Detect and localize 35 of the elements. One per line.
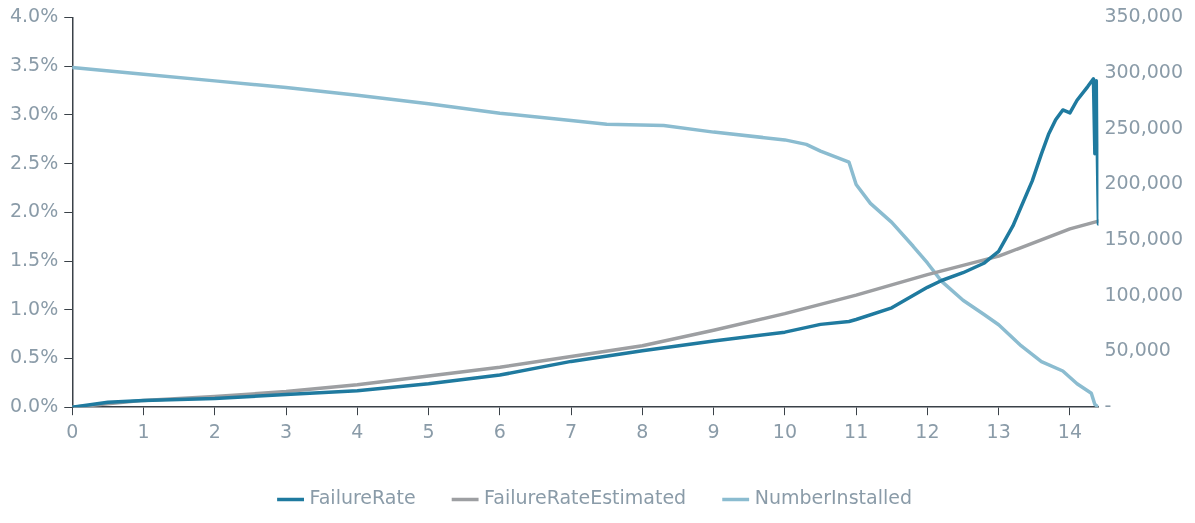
- y-tick-label: 3.0%: [9, 101, 59, 124]
- y-tick-label: 3.5%: [9, 53, 59, 76]
- y2-tick-label: 300,000: [1104, 60, 1184, 83]
- y2-tick-label: 200,000: [1104, 171, 1184, 194]
- x-tick-label: 8: [636, 419, 649, 442]
- y-tick-label: 0.5%: [9, 345, 59, 368]
- x-tick-label: 0: [66, 419, 79, 442]
- x-tick-label: 14: [1057, 419, 1083, 442]
- x-tick-label: 3: [280, 419, 293, 442]
- y2-tick-label: 100,000: [1104, 282, 1184, 305]
- x-tick-label: 13: [986, 419, 1011, 442]
- x-tick-label: 9: [707, 419, 720, 442]
- y-tick-label: 2.0%: [9, 199, 59, 222]
- y2-tick-label: 150,000: [1104, 227, 1184, 250]
- x-tick-label: 2: [208, 419, 221, 442]
- x-tick-label: 5: [422, 419, 435, 442]
- y-tick-label: 2.5%: [9, 150, 59, 173]
- y-tick-label: 1.0%: [9, 296, 59, 319]
- x-tick-label: 10: [772, 419, 797, 442]
- y-tick-label: 0.0%: [9, 394, 59, 417]
- legend-label: NumberInstalled: [754, 486, 912, 509]
- legend-label: FailureRateEstimated: [484, 486, 687, 509]
- x-tick-label: 7: [565, 419, 578, 442]
- y2-tick-label: 350,000: [1104, 4, 1184, 27]
- x-tick-label: 6: [493, 419, 506, 442]
- legend-label: FailureRate: [309, 486, 416, 509]
- y2-tick-label: 50,000: [1104, 338, 1171, 361]
- y-tick-label: 4.0%: [9, 4, 59, 27]
- x-tick-label: 1: [137, 419, 150, 442]
- y-tick-label: 1.5%: [9, 247, 59, 270]
- y2-tick-label: 250,000: [1104, 115, 1184, 138]
- y2-tick-label: -: [1104, 394, 1112, 417]
- x-tick-label: 12: [915, 419, 940, 442]
- x-tick-label: 11: [844, 419, 869, 442]
- x-tick-label: 4: [351, 419, 364, 442]
